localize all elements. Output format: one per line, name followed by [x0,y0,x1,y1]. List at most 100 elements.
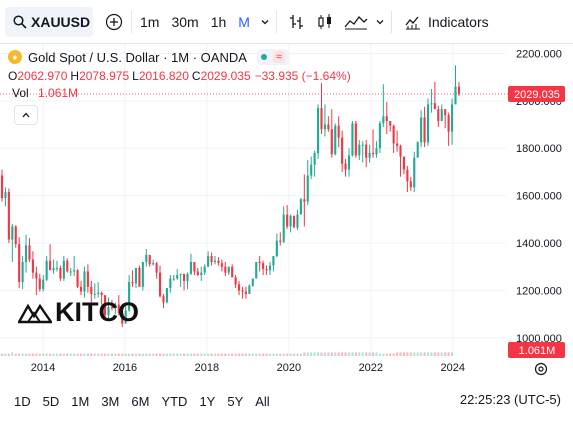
volume-bar [282,353,285,356]
volume-bar [38,353,41,356]
area-chart-type-button[interactable] [343,7,369,37]
bar-chart-type-button[interactable] [287,7,307,37]
divider [390,10,392,33]
candle [265,265,268,275]
candle [447,112,450,146]
candle [430,89,433,113]
candle [90,280,93,305]
symbol-search[interactable]: XAUUSD [5,6,93,37]
range-1m[interactable]: 1M [71,393,90,409]
volume-bar [341,352,344,356]
divider [275,10,277,33]
volume-bar [203,353,206,356]
volume-bar [100,353,103,356]
candle [237,280,241,296]
x-tick-label: 2018 [195,362,219,374]
low-value: 2016.820 [138,69,189,83]
high-value: 2078.975 [79,69,130,83]
market-status-pill[interactable]: ≈ [256,49,289,65]
candle [413,151,416,193]
compare-button[interactable] [103,7,125,37]
candle [76,269,79,289]
interval-30m[interactable]: 30m [171,13,199,30]
interval-1m[interactable]: 1m [140,13,160,30]
candle [42,275,45,292]
candle [303,174,306,227]
volume-bar [392,353,395,356]
volume-bar [327,352,330,356]
candle [172,275,175,281]
candle [351,121,354,157]
candle [433,81,436,110]
volume-bar [193,353,196,356]
area-chart-icon [344,15,368,29]
chart-type-dropdown[interactable] [375,7,385,37]
settings-icon [534,362,548,376]
interval-1h[interactable]: 1h [210,13,227,30]
volume-bar [31,353,34,356]
range-5y[interactable]: 5Y [227,393,244,409]
candle [66,258,69,273]
candle [334,123,337,156]
volume-bar [128,353,131,356]
indicators-icon [405,16,420,29]
candle [189,253,193,275]
volume-bar [11,352,14,356]
range-3m[interactable]: 3M [101,393,120,409]
candle [213,256,217,265]
volume-bar [110,353,114,356]
candle [134,267,138,289]
candle [268,261,272,275]
range-1d[interactable]: 1D [14,393,31,409]
range-ytd[interactable]: YTD [161,393,188,409]
collapse-legend-button[interactable] [14,105,38,125]
candle [152,259,155,266]
y-tick-label: 1600.000 [516,191,562,203]
volume-bar [24,353,28,356]
range-1y[interactable]: 1Y [199,393,216,409]
volume-bar [268,353,272,356]
volume-bar [148,353,151,356]
candle [402,156,406,175]
volume-bar [134,353,138,356]
candles-chart-type-button[interactable] [315,7,335,37]
candles-icon [318,13,331,29]
y-tick-label: 1000.000 [516,333,562,345]
candle [389,121,392,132]
y-tick-label: 2200.000 [516,48,562,60]
range-all[interactable]: All [255,393,270,409]
volume-bar [220,353,223,356]
indicators-button[interactable]: Indicators [404,7,489,37]
interval-dropdown[interactable] [260,7,270,37]
candle [38,273,41,292]
range-5d[interactable]: 5D [42,393,60,409]
volume-bar [351,352,354,356]
candle [457,81,460,97]
volume-legend-value: 1.061M [38,86,79,100]
volume-bar [227,353,230,356]
candle [317,104,320,159]
candle [100,291,103,305]
volume-bar [83,353,86,356]
x-tick-label: 2022 [359,362,383,374]
price-chart[interactable]: 2200.0002000.0001800.0001600.0001400.000… [0,44,573,381]
range-6m[interactable]: 6M [131,393,150,409]
volume-bar [186,353,189,356]
candle [220,259,223,272]
candle [138,265,141,287]
timezone-clock[interactable]: 22:25:23 (UTC-5) [459,392,561,407]
candle [306,160,309,206]
volume-bar [35,353,38,356]
volume-bar [272,353,275,356]
candle [299,198,302,215]
volume-bar [196,353,199,356]
candle [416,141,419,158]
volume-bar [354,352,357,356]
candle [148,254,151,267]
volume-bar [440,352,443,356]
y-tick-label: 1400.000 [516,238,562,250]
candle [224,261,227,277]
range-buttons: 1D 5D 1M 3M 6M YTD 1Y 5Y All [14,394,282,409]
candle [282,206,285,244]
interval-month[interactable]: M [238,13,250,30]
